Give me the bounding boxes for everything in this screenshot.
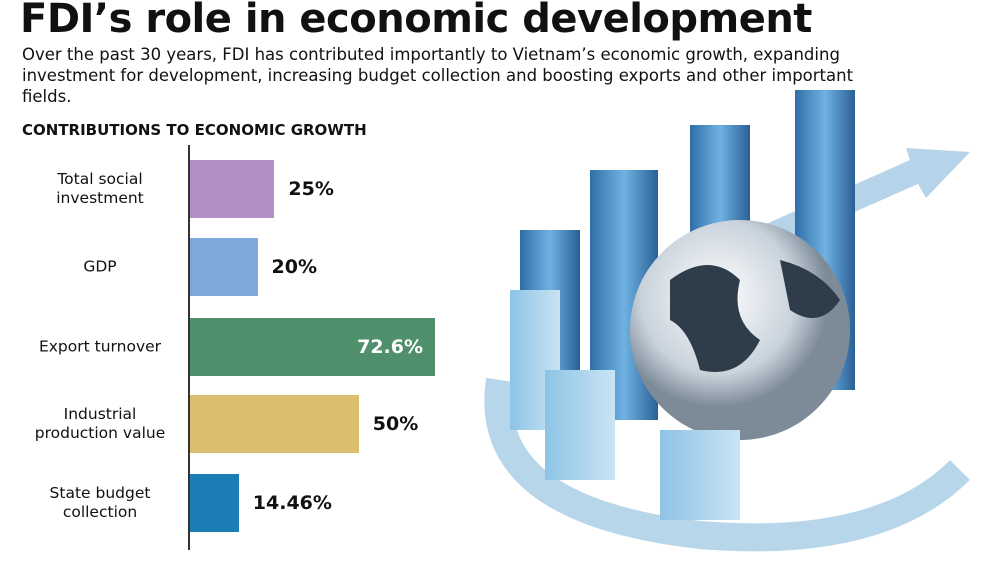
category-label: GDP	[83, 257, 117, 276]
category-label: Export turnover	[38, 337, 162, 356]
bar	[190, 238, 258, 296]
deco-bar	[545, 370, 615, 480]
value-label: 50%	[372, 413, 419, 435]
illustration	[484, 90, 970, 552]
bar	[190, 160, 275, 218]
category-label: Total social investment	[56, 170, 144, 207]
value-label: 25%	[288, 178, 334, 200]
category-label: Industrial production value	[34, 405, 166, 442]
subtitle: Over the past 30 years, FDI has contribu…	[22, 45, 854, 106]
bar	[190, 474, 239, 532]
title: FDI’s role in economic development	[20, 0, 812, 42]
ring	[484, 377, 970, 552]
value-label: 20%	[271, 256, 317, 278]
axis-line	[188, 145, 190, 550]
bar	[190, 318, 436, 376]
value-label: 14.46%	[252, 492, 332, 514]
value-label: 72.6%	[357, 336, 424, 358]
deco-bar	[660, 430, 740, 520]
bar	[190, 395, 359, 453]
chart-title: CONTRIBUTIONS TO ECONOMIC GROWTH	[22, 121, 367, 139]
continents	[670, 260, 840, 372]
category-label: State budget collection	[49, 484, 151, 521]
